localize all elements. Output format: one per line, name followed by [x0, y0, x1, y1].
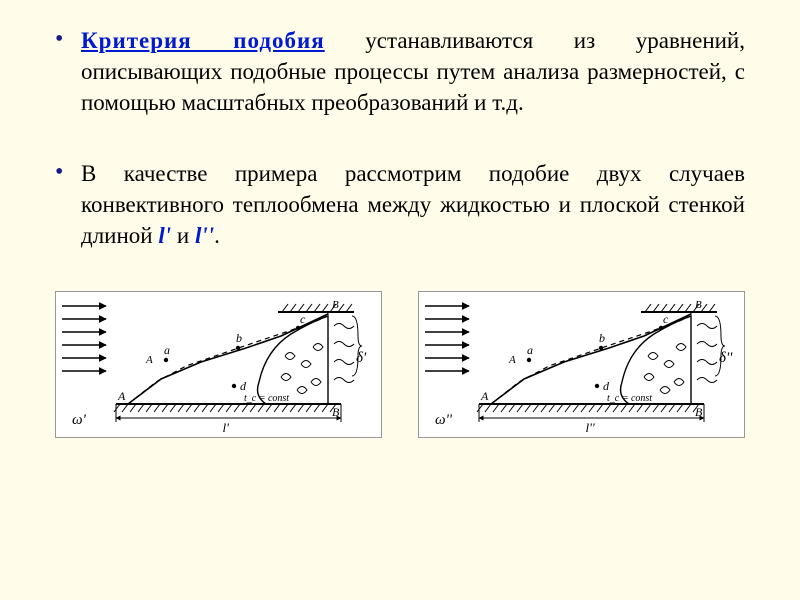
svg-text:A: A — [117, 389, 126, 403]
svg-text:t_c = const: t_c = const — [607, 393, 652, 404]
var-l1: l' — [158, 223, 171, 248]
svg-text:b: b — [599, 331, 605, 345]
bullet-item-2: В качестве примера рассмотрим подобие дв… — [55, 158, 745, 251]
svg-text:B: B — [332, 299, 339, 311]
svg-text:a: a — [527, 343, 533, 357]
svg-text:A: A — [508, 354, 516, 366]
svg-text:b: b — [236, 331, 242, 345]
svg-text:ω'': ω'' — [435, 412, 453, 428]
figure-right: ABabcdBAω''δ''l''t_c = const — [418, 291, 745, 438]
figure-right-svg: ABabcdBAω''δ''l''t_c = const — [419, 292, 744, 437]
bullet-item-1: Критерия подобия устанавливаются из урав… — [55, 25, 745, 118]
figure-row: ABabcdBAω'δ'l't_c = const ABabcdBAω''δ''… — [55, 291, 745, 438]
svg-text:l': l' — [223, 420, 230, 435]
p2-mid: и — [171, 223, 195, 248]
figure-left: ABabcdBAω'δ'l't_c = const — [55, 291, 382, 438]
svg-text:B: B — [695, 299, 702, 311]
svg-text:d: d — [240, 379, 247, 393]
svg-text:A: A — [480, 389, 489, 403]
term-criteria: Критерия подобия — [81, 28, 325, 53]
p2-after: . — [214, 223, 220, 248]
svg-text:d: d — [603, 379, 610, 393]
svg-text:B: B — [695, 405, 703, 419]
bullet-list: Критерия подобия устанавливаются из урав… — [55, 25, 745, 251]
figure-left-svg: ABabcdBAω'δ'l't_c = const — [56, 292, 381, 437]
svg-text:ω': ω' — [72, 412, 87, 428]
var-l2: l'' — [195, 223, 214, 248]
svg-text:A: A — [145, 354, 153, 366]
svg-text:t_c = const: t_c = const — [244, 393, 289, 404]
svg-text:c: c — [300, 312, 306, 326]
svg-text:l'': l'' — [586, 420, 595, 435]
svg-text:c: c — [663, 312, 669, 326]
slide: Критерия подобия устанавливаются из урав… — [0, 0, 800, 600]
svg-text:a: a — [164, 343, 170, 357]
svg-text:B: B — [332, 405, 340, 419]
